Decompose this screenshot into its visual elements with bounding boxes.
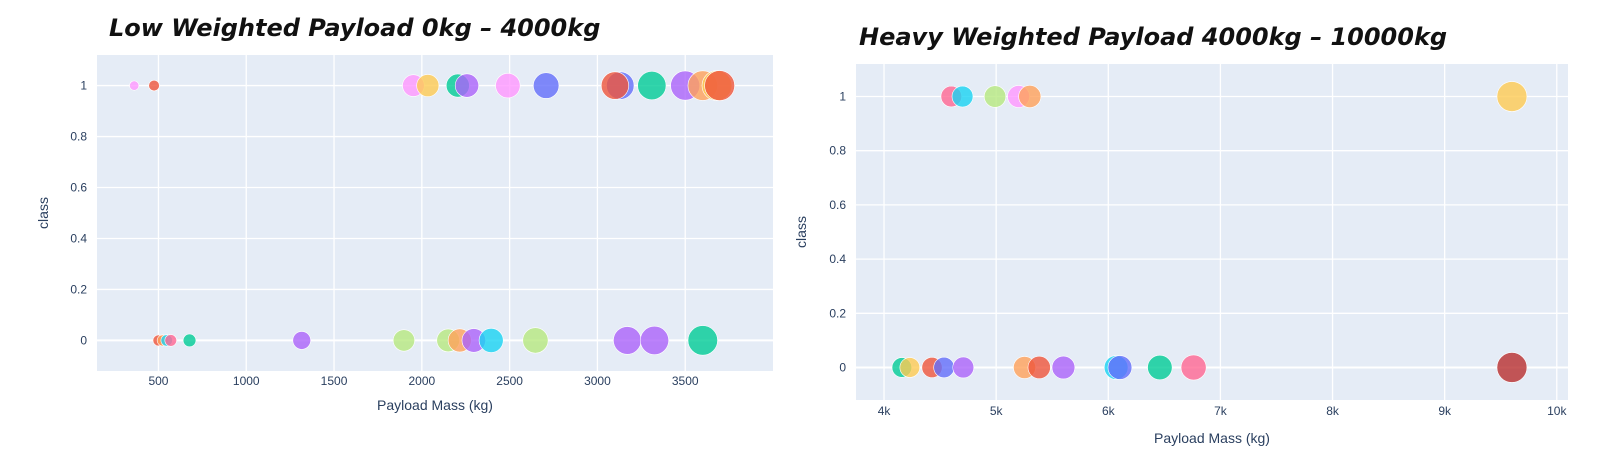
y-tick-label: 0.8 (829, 144, 846, 158)
x-tick-label: 10k (1547, 404, 1567, 418)
x-tick-label: 5k (990, 404, 1004, 418)
data-point (687, 325, 718, 356)
x-axis-title: Payload Mass (kg) (1154, 430, 1270, 446)
y-tick-label: 1 (839, 90, 846, 104)
data-point (983, 85, 1007, 108)
x-tick-label: 7k (1214, 404, 1228, 418)
data-point (292, 331, 311, 350)
y-tick-label: 0 (80, 333, 87, 347)
data-point (1147, 354, 1173, 381)
data-point (899, 357, 921, 378)
y-tick-label: 1 (80, 79, 87, 93)
data-point (164, 334, 177, 347)
y-axis-title: class (793, 216, 809, 248)
x-tick-label: 9k (1438, 404, 1452, 418)
x-tick-label: 1000 (233, 374, 260, 388)
data-point (182, 333, 197, 348)
data-point (600, 71, 630, 100)
data-point (637, 71, 667, 101)
data-point (1027, 355, 1051, 380)
data-point (1107, 355, 1133, 380)
data-point (704, 70, 735, 101)
x-tick-label: 4k (878, 404, 892, 418)
plot-area (97, 55, 773, 371)
x-tick-label: 2000 (408, 374, 435, 388)
data-point (639, 325, 670, 355)
data-point (933, 356, 955, 379)
chart-title-low-payload: Low Weighted Payload 0kg – 4000kg (109, 14, 601, 42)
x-tick-label: 500 (148, 374, 168, 388)
y-tick-label: 0.4 (70, 231, 87, 245)
chart-title-heavy-payload: Heavy Weighted Payload 4000kg – 10000kg (859, 23, 1448, 51)
y-tick-label: 0.2 (70, 282, 87, 296)
data-point (951, 85, 974, 108)
low-payload-scatter-chart: 500 1000 1500 2000 2500 3000 3500 0 0.2 0.4 0.6 0.8… (35, 55, 773, 413)
x-tick-label: 2500 (496, 374, 523, 388)
x-tick-label: 3000 (584, 374, 611, 388)
x-tick-label: 6k (1102, 404, 1116, 418)
data-point (952, 356, 975, 379)
x-tick-label: 8k (1326, 404, 1340, 418)
y-tick-label: 0.8 (70, 130, 87, 144)
x-axis-title: Payload Mass (kg) (377, 397, 493, 413)
y-tick-label: 0.6 (829, 198, 846, 212)
y-tick-label: 0 (839, 360, 846, 374)
data-point (392, 329, 415, 352)
data-point (129, 80, 140, 91)
data-point (1018, 85, 1042, 108)
y-tick-label: 0.2 (829, 306, 846, 320)
x-tick-label: 3500 (672, 374, 699, 388)
plot-area (856, 64, 1568, 400)
data-point (478, 328, 504, 353)
x-tick-label: 1500 (321, 374, 348, 388)
data-point (522, 327, 549, 354)
data-point (1496, 352, 1528, 383)
data-point (454, 73, 479, 98)
data-point (495, 72, 521, 99)
data-point (416, 74, 440, 98)
data-point (1180, 354, 1207, 381)
data-point (148, 79, 160, 92)
data-point (1051, 355, 1076, 380)
y-tick-label: 0.4 (829, 252, 846, 266)
y-axis-title: class (35, 197, 51, 229)
data-point (533, 72, 560, 99)
y-tick-label: 0.6 (70, 181, 87, 195)
data-point (1496, 81, 1528, 112)
